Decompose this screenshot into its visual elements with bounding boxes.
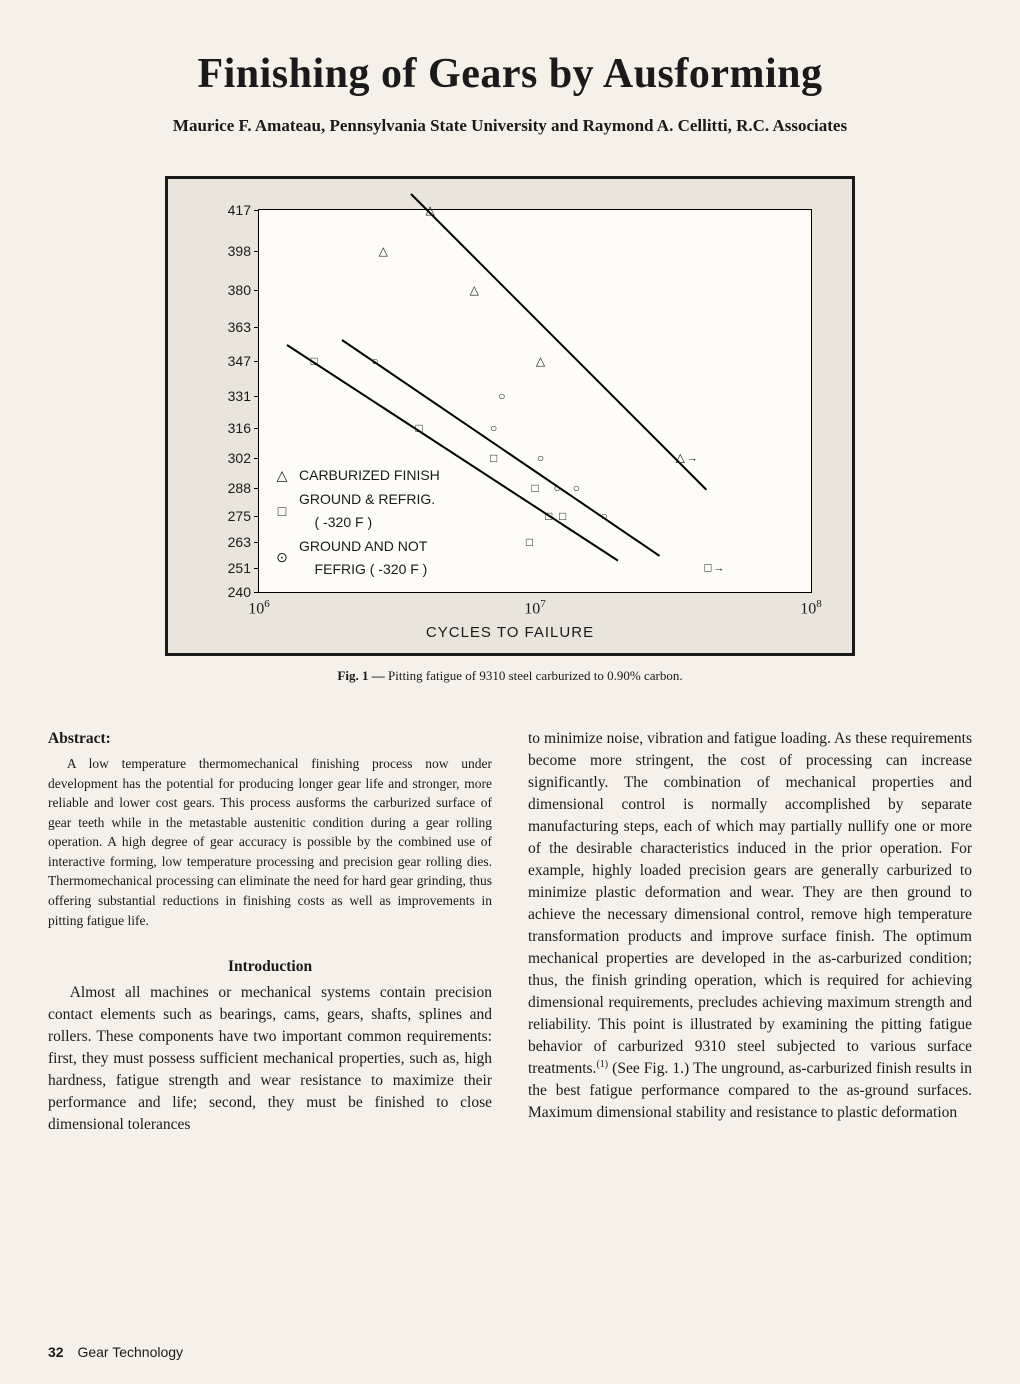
data-point-ground-not-refrig [490, 422, 497, 434]
data-point-ground-refrig [545, 510, 552, 522]
data-point-ground-not-refrig [371, 355, 378, 367]
figure-container: CONTACT STRESS △CARBURIZED FINISH□GROUND… [48, 176, 972, 656]
page-footer: 32 Gear Technology [48, 1344, 183, 1360]
figure-1: CONTACT STRESS △CARBURIZED FINISH□GROUND… [165, 176, 855, 656]
data-point-ground-not-refrig [537, 452, 544, 464]
data-point-carburized [676, 452, 698, 465]
legend-label: GROUND AND NOT FEFRIG ( -320 F ) [299, 535, 427, 580]
data-point-carburized [379, 245, 388, 257]
legend-label: CARBURIZED FINISH [299, 464, 440, 486]
intro-right: to minimize noise, vibration and fatigue… [528, 730, 972, 1077]
legend-marker-icon: ⊙ [273, 546, 291, 568]
legend-label: GROUND & REFRIG. ( -320 F ) [299, 488, 435, 533]
data-point-ground-refrig [490, 452, 497, 464]
legend: △ CARBURIZED FINISH □ GROUND & REFRIG. ( -3… [273, 462, 440, 582]
legend-marker-icon: △ [273, 464, 291, 486]
legend-row: △ CARBURIZED FINISH [273, 464, 440, 486]
journal-name: Gear Technology [77, 1344, 183, 1360]
data-point-ground-not-refrig [600, 510, 607, 522]
data-point-ground-refrig [704, 562, 724, 575]
section-heading: Introduction [48, 956, 492, 978]
data-point-ground-not-refrig [573, 482, 580, 494]
caption-prefix: Fig. 1 — [337, 668, 388, 683]
right-column: to minimize noise, vibration and fatigue… [528, 728, 972, 1136]
text-columns: Abstract: A low temperature thermomechan… [48, 728, 972, 1136]
x-axis-label: CYCLES TO FAILURE [168, 624, 852, 641]
abstract-text: A low temperature thermomechanical finis… [48, 754, 492, 930]
x-tick: 107 [524, 592, 546, 618]
legend-row: □ GROUND & REFRIG. ( -320 F ) [273, 488, 440, 533]
data-point-ground-refrig [531, 482, 538, 494]
page-number: 32 [48, 1344, 64, 1360]
left-column: Abstract: A low temperature thermomechan… [48, 728, 492, 1136]
data-point-carburized [470, 284, 479, 296]
data-point-ground-not-refrig [498, 390, 505, 402]
data-point-ground-not-refrig [553, 482, 560, 494]
intro-left: Almost all machines or mechanical system… [48, 982, 492, 1136]
page: Finishing of Gears by Ausforming Maurice… [0, 0, 1020, 1384]
fit-line-carburized [410, 193, 707, 490]
legend-row: ⊙ GROUND AND NOT FEFRIG ( -320 F ) [273, 535, 440, 580]
x-tick: 108 [800, 592, 822, 618]
x-tick: 106 [248, 592, 270, 618]
legend-marker-icon: □ [273, 500, 291, 522]
caption-text: Pitting fatigue of 9310 steel carburized… [388, 668, 683, 683]
article-authors: Maurice F. Amateau, Pennsylvania State U… [48, 116, 972, 136]
data-point-ground-refrig [559, 510, 566, 522]
data-point-ground-refrig [526, 536, 533, 548]
data-point-carburized [425, 204, 434, 216]
abstract-label: Abstract: [48, 728, 492, 750]
data-point-ground-refrig [415, 422, 422, 434]
data-point-carburized [536, 355, 545, 367]
data-point-ground-refrig [311, 355, 318, 367]
figure-caption: Fig. 1 — Pitting fatigue of 9310 steel c… [48, 668, 972, 684]
article-title: Finishing of Gears by Ausforming [48, 50, 972, 98]
plot-area: △ CARBURIZED FINISH □ GROUND & REFRIG. ( -3… [258, 209, 812, 593]
citation-ref: (1) [596, 1059, 608, 1070]
